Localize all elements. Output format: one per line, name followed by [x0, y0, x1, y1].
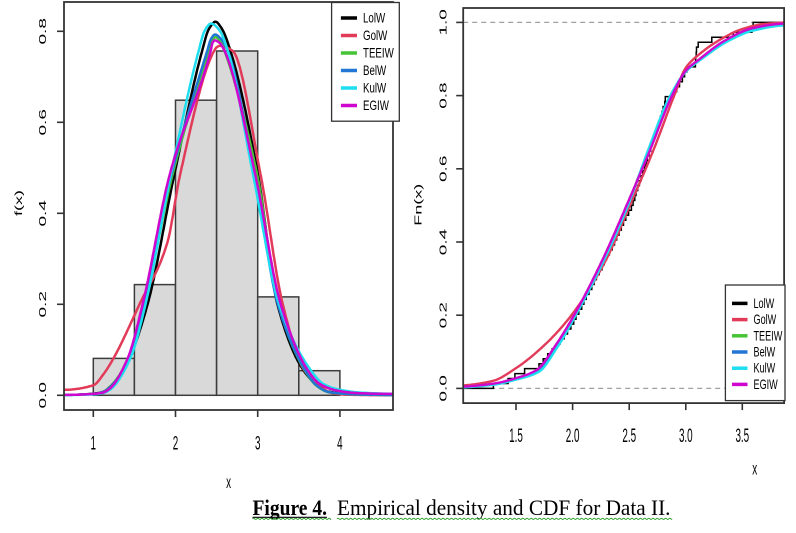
svg-text:0.0: 0.0 — [38, 382, 49, 408]
svg-text:0.0: 0.0 — [438, 375, 449, 401]
svg-text:EGIW: EGIW — [754, 376, 779, 393]
svg-text:0.4: 0.4 — [38, 200, 49, 226]
svg-text:0.6: 0.6 — [438, 156, 449, 182]
svg-text:0.6: 0.6 — [38, 109, 49, 135]
svg-text:TEEIW: TEEIW — [754, 327, 783, 344]
svg-text:f(x): f(x) — [14, 190, 25, 216]
svg-text:2.5: 2.5 — [622, 426, 636, 447]
svg-text:3.5: 3.5 — [735, 426, 749, 447]
svg-text:Figure 4.: Figure 4. — [253, 495, 328, 520]
svg-text:Fn(x): Fn(x) — [414, 184, 425, 226]
svg-text:0.4: 0.4 — [438, 229, 449, 255]
svg-text:x: x — [226, 473, 231, 493]
svg-text:TEEIW: TEEIW — [363, 45, 394, 61]
svg-text:KulW: KulW — [363, 80, 387, 96]
svg-text:4: 4 — [337, 433, 342, 454]
svg-text:0.8: 0.8 — [38, 18, 49, 44]
svg-text:x: x — [752, 460, 757, 480]
svg-text:LolW: LolW — [363, 10, 386, 26]
svg-text:EGIW: EGIW — [363, 97, 389, 113]
svg-text:BelW: BelW — [754, 343, 776, 360]
svg-text:2.0: 2.0 — [566, 426, 580, 447]
svg-text:KulW: KulW — [754, 360, 776, 377]
svg-text:3: 3 — [255, 433, 260, 454]
svg-text:1.5: 1.5 — [509, 426, 523, 447]
svg-text:LolW: LolW — [754, 295, 775, 312]
svg-text:0.2: 0.2 — [38, 291, 49, 317]
svg-text:1.0: 1.0 — [438, 9, 449, 35]
svg-text:3.0: 3.0 — [679, 426, 693, 447]
svg-text:Empirical density and CDF for: Empirical density and CDF for Data II. — [337, 495, 671, 520]
svg-text:1: 1 — [91, 433, 96, 454]
svg-text:0.2: 0.2 — [438, 302, 449, 328]
svg-text:0.8: 0.8 — [438, 82, 449, 108]
svg-text:GolW: GolW — [754, 311, 777, 328]
svg-text:BelW: BelW — [363, 62, 387, 78]
svg-text:GolW: GolW — [363, 27, 388, 43]
svg-text:2: 2 — [173, 433, 178, 454]
